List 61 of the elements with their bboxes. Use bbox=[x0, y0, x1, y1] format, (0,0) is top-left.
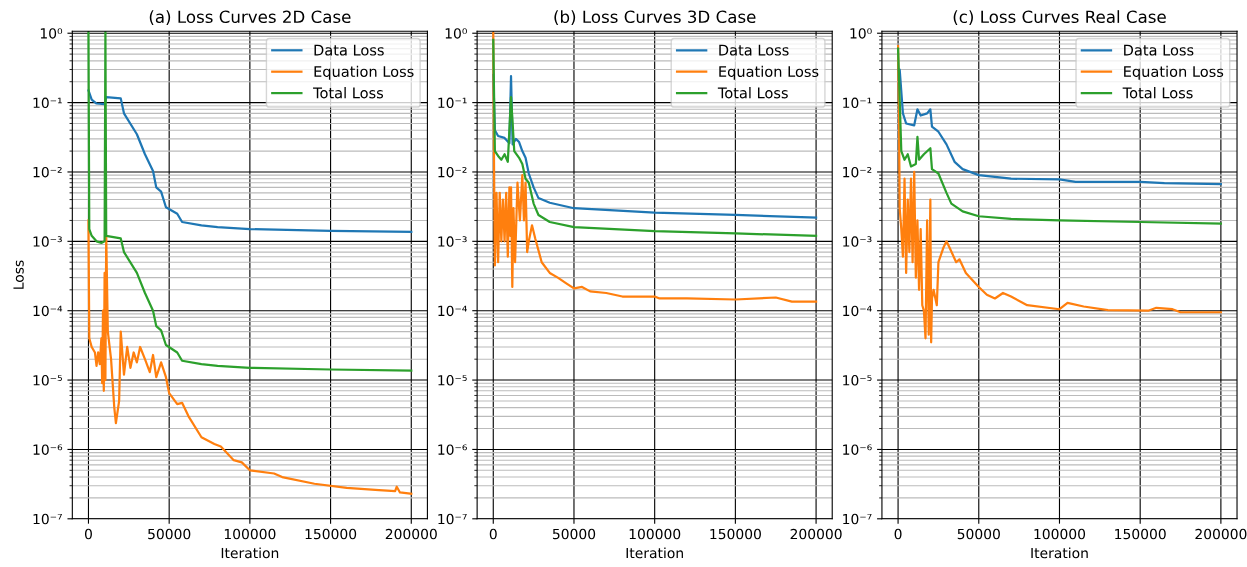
y-tick-label: 10⁰ bbox=[445, 28, 467, 39]
y-tick-label: 10⁻¹ bbox=[33, 97, 62, 109]
legend-label: Equation Loss bbox=[719, 65, 819, 80]
y-tick-label: 10⁻⁷ bbox=[843, 513, 872, 525]
y-tick-label: 10⁰ bbox=[40, 28, 63, 39]
legend-label: Total Loss bbox=[313, 87, 384, 99]
chart-title: (b) Loss Curves 3D Case bbox=[554, 10, 756, 26]
y-tick-label: 10⁻⁶ bbox=[33, 444, 63, 455]
x-axis-title: Iteration bbox=[221, 547, 279, 559]
y-tick-label: 10⁻¹ bbox=[438, 97, 467, 109]
line-series bbox=[896, 45, 1222, 344]
line-series bbox=[87, 219, 413, 495]
x-tick-label: 150000 bbox=[710, 528, 761, 540]
x-axis-title: Iteration bbox=[626, 547, 683, 559]
y-tick-label: 10⁻⁴ bbox=[33, 305, 63, 317]
y-tick-label: 10⁻⁷ bbox=[33, 513, 62, 525]
legend-label: Total Loss bbox=[717, 87, 788, 99]
y-tick-label: 10⁰ bbox=[850, 28, 872, 39]
legend-label: Total Loss bbox=[1122, 87, 1193, 99]
x-tick-label: 0 bbox=[84, 528, 92, 540]
x-tick-label: 100000 bbox=[1034, 528, 1086, 540]
y-tick-label: 10⁻² bbox=[33, 166, 62, 178]
x-tick-label: 100000 bbox=[224, 528, 276, 540]
x-tick-label: 200000 bbox=[1195, 528, 1247, 540]
y-tick-label: 10⁻⁷ bbox=[438, 513, 467, 525]
y-tick-label: 10⁻³ bbox=[438, 236, 467, 247]
chart-title: (c) Loss Curves Real Case bbox=[953, 10, 1166, 26]
y-tick-label: 10⁻¹ bbox=[843, 97, 872, 109]
legend-label: Data Loss bbox=[314, 44, 384, 56]
x-tick-label: 0 bbox=[894, 528, 902, 540]
line-series bbox=[87, 31, 413, 372]
chart-title: (a) Loss Curves 2D Case bbox=[149, 10, 351, 26]
x-tick-label: 50000 bbox=[552, 528, 596, 540]
x-tick-label: 100000 bbox=[629, 528, 681, 540]
line-series bbox=[492, 38, 818, 237]
y-tick-label: 10⁻⁵ bbox=[33, 375, 62, 386]
x-axis-title: Iteration bbox=[1031, 547, 1088, 559]
x-tick-label: 150000 bbox=[305, 528, 357, 540]
y-tick-label: 10⁻⁴ bbox=[438, 305, 467, 317]
y-tick-label: 10⁻⁶ bbox=[438, 444, 467, 455]
y-axis-title: Loss bbox=[13, 260, 24, 289]
x-tick-label: 50000 bbox=[148, 528, 191, 540]
x-tick-label: 200000 bbox=[790, 528, 842, 540]
line-series bbox=[87, 89, 413, 233]
line-series bbox=[492, 32, 818, 303]
legend-label: Equation Loss bbox=[314, 65, 414, 80]
y-tick-label: 10⁻⁶ bbox=[843, 444, 872, 455]
y-tick-label: 10⁻³ bbox=[843, 236, 872, 247]
x-tick-label: 200000 bbox=[385, 528, 437, 540]
y-tick-label: 10⁻⁵ bbox=[843, 375, 872, 386]
x-tick-label: 0 bbox=[489, 528, 497, 540]
y-tick-label: 10⁻⁵ bbox=[438, 375, 467, 386]
legend-label: Equation Loss bbox=[1124, 65, 1224, 80]
x-tick-label: 150000 bbox=[1115, 528, 1166, 540]
y-tick-label: 10⁻³ bbox=[33, 236, 62, 247]
y-tick-label: 10⁻² bbox=[438, 166, 467, 178]
y-tick-label: 10⁻² bbox=[843, 166, 872, 178]
x-tick-label: 50000 bbox=[957, 528, 1000, 540]
legend-label: Data Loss bbox=[719, 44, 789, 56]
y-tick-label: 10⁻⁴ bbox=[843, 305, 872, 317]
legend-label: Data Loss bbox=[1124, 44, 1194, 56]
